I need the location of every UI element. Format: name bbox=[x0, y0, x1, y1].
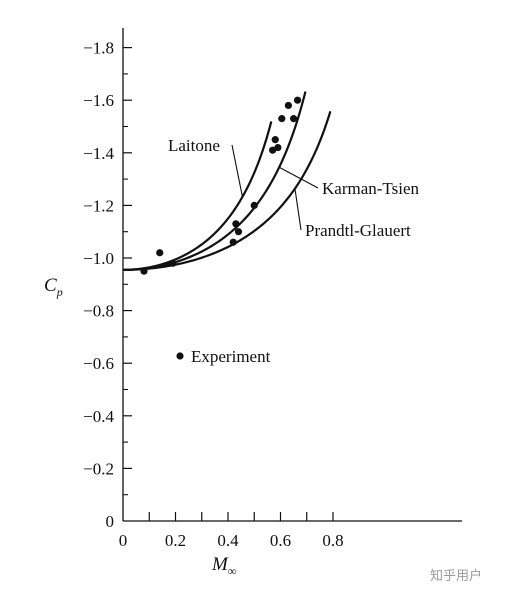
x-tick-label: 0.6 bbox=[270, 531, 291, 550]
experiment-point bbox=[234, 228, 243, 236]
y-tick-label: −0.8 bbox=[83, 302, 114, 321]
experiment-point bbox=[250, 201, 258, 209]
y-axis-title: Cp bbox=[44, 275, 63, 299]
curve-karman-tsien bbox=[122, 91, 307, 271]
curve-label-laitone: Laitone bbox=[168, 136, 220, 155]
leader-line-laitone bbox=[231, 144, 243, 197]
experiment-point bbox=[271, 136, 279, 144]
y-tick-label: −1.6 bbox=[83, 91, 114, 110]
y-tick-label: −1.4 bbox=[83, 144, 114, 163]
y-tick-label: 0 bbox=[106, 512, 115, 531]
leader-line-prandtl-glauert bbox=[294, 188, 302, 231]
legend-label-experiment: Experiment bbox=[191, 347, 271, 366]
experiment-point bbox=[229, 238, 237, 246]
y-tick-label: −0.2 bbox=[83, 459, 114, 478]
y-tick-label: −1.8 bbox=[83, 39, 114, 58]
theory-curves bbox=[122, 91, 332, 271]
watermark: 知乎用户 bbox=[430, 568, 482, 584]
chart-labels: Laitone Karman-Tsien Prandtl-Glauert Experi… bbox=[168, 136, 419, 366]
legend-marker-experiment bbox=[176, 352, 184, 360]
curve-prandtl-glauert bbox=[122, 111, 332, 271]
x-tick-label: 0 bbox=[119, 531, 128, 550]
axes: 0 0.2 0.4 0.6 0.8 0 −0.2 −0.4 −0.6 −0.8 −1.0 −1.2 −1… bbox=[83, 28, 462, 550]
experiment-point bbox=[232, 220, 240, 228]
curve-label-prandtl-glauert: Prandtl-Glauert bbox=[305, 221, 411, 240]
y-tick-label: −0.6 bbox=[83, 354, 114, 373]
y-tick-label: −1.2 bbox=[83, 196, 114, 215]
leader-line-karman-tsien bbox=[278, 166, 319, 189]
x-tick-label: 0.8 bbox=[322, 531, 343, 550]
x-tick-label: 0.2 bbox=[165, 531, 186, 550]
experiment-point bbox=[140, 267, 148, 275]
y-tick-label: −1.0 bbox=[83, 249, 114, 268]
experiment-point bbox=[156, 249, 164, 257]
experiment-point bbox=[284, 101, 292, 110]
experiment-point bbox=[293, 96, 302, 104]
x-tick-label: 0.4 bbox=[217, 531, 239, 550]
experiment-points bbox=[140, 96, 302, 275]
experiment-point bbox=[274, 143, 282, 152]
experiment-point bbox=[290, 115, 298, 123]
y-tick-label: −0.4 bbox=[83, 407, 114, 426]
experiment-point bbox=[278, 115, 286, 123]
curve-label-karman-tsien: Karman-Tsien bbox=[322, 179, 419, 198]
experiment-point bbox=[169, 259, 177, 267]
x-axis-title: M∞ bbox=[211, 554, 237, 578]
